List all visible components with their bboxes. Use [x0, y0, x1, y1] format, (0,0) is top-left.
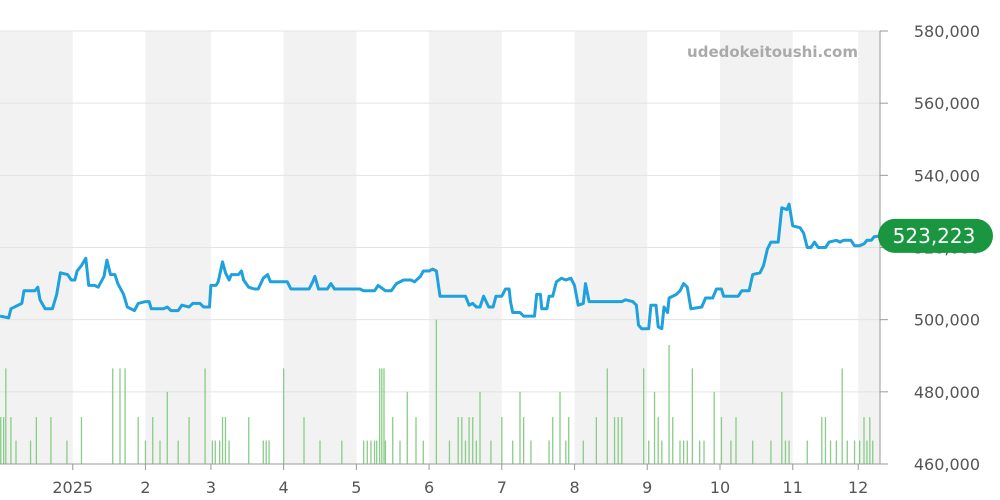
- y-tick-label: 480,000: [914, 383, 980, 402]
- x-tick-label: 10: [710, 478, 730, 497]
- y-tick-label: 540,000: [914, 166, 980, 185]
- y-tick-label: 500,000: [914, 311, 980, 330]
- x-axis-tick-labels: 2025 2 3 4 5 6 7 8 9 10 11 12: [52, 478, 868, 497]
- x-tick-label: 11: [783, 478, 803, 497]
- x-tick-label: 8: [569, 478, 579, 497]
- current-price-badge-bg: [878, 218, 993, 253]
- x-tick-label: 5: [351, 478, 361, 497]
- x-tick-label: 4: [279, 478, 289, 497]
- y-tick-label: 460,000: [914, 455, 980, 474]
- watermark: udedokeitoushi.com: [687, 43, 858, 61]
- current-price-label: 523,223: [893, 224, 976, 248]
- x-tick-label: 6: [424, 478, 434, 497]
- price-line: [0, 202, 881, 331]
- y-tick-label: 580,000: [914, 22, 980, 41]
- x-tick-label: 2025: [52, 478, 93, 497]
- volume-bars: [0, 319, 874, 464]
- x-tick-label: 7: [497, 478, 507, 497]
- x-tick-label: 2: [140, 478, 150, 497]
- current-price-badge: 523,223: [878, 218, 993, 253]
- x-tick-label: 12: [848, 478, 868, 497]
- y-tick-label: 560,000: [914, 94, 980, 113]
- x-tick-label: 9: [642, 478, 652, 497]
- price-series: [0, 202, 881, 331]
- x-tick-label: 3: [206, 478, 216, 497]
